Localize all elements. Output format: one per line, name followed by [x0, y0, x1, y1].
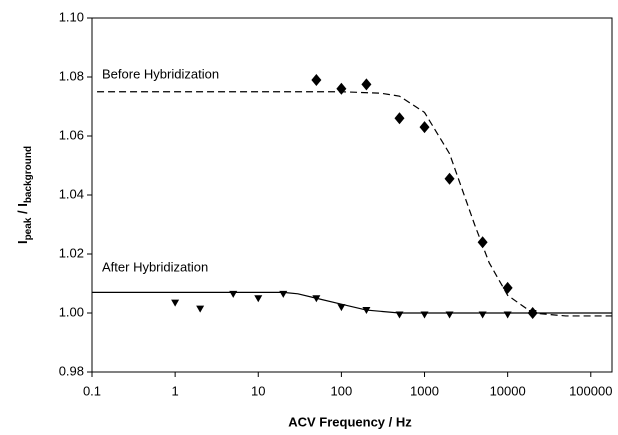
data-point — [196, 305, 205, 313]
y-tick-label: 1.04 — [59, 186, 84, 201]
x-tick-label: 10000 — [490, 383, 526, 398]
data-point — [444, 172, 455, 185]
data-point — [419, 121, 430, 134]
x-tick-label: 100 — [331, 383, 353, 398]
y-label-part: peak — [23, 217, 34, 240]
x-tick-label: 0.1 — [83, 383, 101, 398]
data-point — [337, 304, 346, 312]
y-label-part: / I — [15, 203, 30, 217]
y-tick-label: 0.98 — [59, 363, 84, 378]
data-point — [254, 295, 263, 303]
y-axis-label: Ipeak / Ibackground — [15, 146, 33, 244]
fit-line — [97, 91, 612, 317]
y-tick-label: 1.02 — [59, 245, 84, 260]
y-tick-label: 1.08 — [59, 68, 84, 83]
fit-line — [92, 291, 612, 314]
x-tick-label: 1000 — [410, 383, 439, 398]
y-label-part: I — [15, 240, 30, 244]
y-tick-label: 1.00 — [59, 304, 84, 319]
x-tick-label: 10 — [251, 383, 265, 398]
y-tick-label: 1.06 — [59, 127, 84, 142]
annotation: After Hybridization — [102, 259, 208, 274]
data-point — [336, 82, 347, 95]
data-point — [502, 281, 513, 294]
x-axis-label: ACV Frequency / Hz — [288, 414, 412, 429]
data-point — [311, 73, 322, 86]
x-tick-label: 1 — [172, 383, 179, 398]
y-label-part: background — [23, 146, 34, 203]
x-tick-label: 100000 — [569, 383, 612, 398]
data-point — [394, 112, 405, 125]
annotation: Before Hybridization — [102, 66, 219, 81]
data-point — [477, 236, 488, 249]
data-point — [171, 299, 180, 307]
y-tick-label: 1.10 — [59, 9, 84, 24]
data-point — [361, 78, 372, 91]
